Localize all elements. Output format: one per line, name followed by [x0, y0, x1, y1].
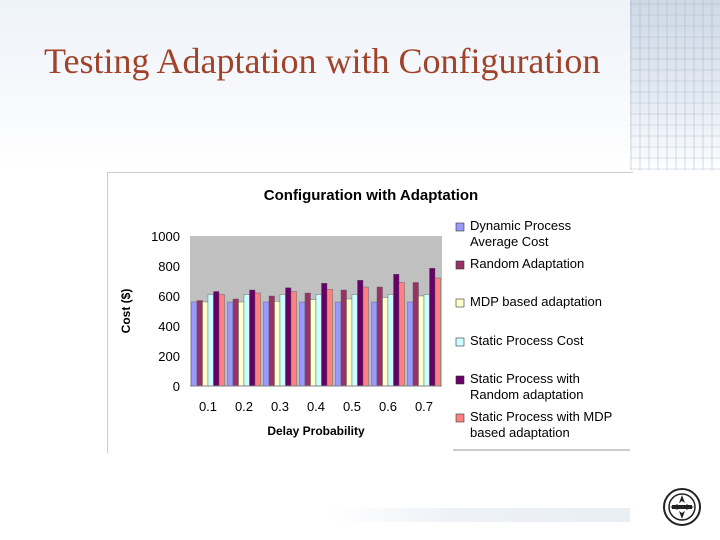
bar [412, 282, 419, 387]
x-tick-label: 0.2 [235, 399, 253, 414]
legend-label: Static Process with [470, 371, 580, 386]
y-tick-label: 200 [158, 349, 180, 364]
legend-label: Dynamic Process [470, 218, 572, 233]
legend-swatch [455, 260, 465, 270]
legend-swatch [455, 413, 465, 423]
y-tick-label: 400 [158, 319, 180, 334]
bar [315, 294, 322, 387]
x-tick-label: 0.4 [307, 399, 325, 414]
legend-swatch [455, 298, 465, 308]
bar [357, 280, 364, 387]
bar [263, 301, 270, 387]
bar [423, 294, 430, 387]
x-tick-labels: 0.1 0.2 0.3 0.4 0.5 0.6 0.7 [199, 399, 433, 414]
bar [304, 292, 311, 387]
legend-swatch [455, 375, 465, 385]
bar [227, 301, 234, 387]
legend-swatch [455, 337, 465, 347]
legend-label: Random adaptation [470, 387, 583, 402]
bar [326, 289, 333, 387]
legend-label: Static Process with MDP [470, 409, 612, 424]
x-tick-label: 0.7 [415, 399, 433, 414]
legend-label: Random Adaptation [470, 256, 584, 271]
x-tick-label: 0.6 [379, 399, 397, 414]
bar [243, 294, 250, 387]
legend-swatch [455, 222, 465, 232]
bar [290, 291, 297, 387]
bar [434, 277, 441, 387]
bar [382, 297, 389, 387]
bar [407, 301, 414, 387]
y-axis-label: Cost ($) [119, 289, 133, 334]
bar [387, 294, 394, 387]
bar [279, 294, 286, 387]
bar [310, 299, 317, 387]
bar [321, 283, 328, 387]
y-tick-label: 0 [173, 379, 180, 394]
bar [238, 301, 245, 387]
corner-decoration [630, 0, 720, 170]
legend-label: Average Cost [470, 234, 549, 249]
logo-emblem-icon [663, 488, 701, 526]
bar [335, 301, 342, 387]
chart-title: Configuration with Adaptation [264, 187, 478, 204]
y-tick-label: 600 [158, 289, 180, 304]
bar [340, 289, 347, 387]
x-tick-label: 0.1 [199, 399, 217, 414]
legend-label: MDP based adaptation [470, 294, 602, 309]
bar [207, 294, 214, 387]
bar [299, 301, 306, 387]
bar [202, 301, 209, 387]
chart-container: Configuration with Adaptation 0 200 400 600… [107, 172, 633, 453]
x-tick-label: 0.3 [271, 399, 289, 414]
bar [362, 286, 369, 387]
bar [274, 301, 281, 387]
bar-chart: Configuration with Adaptation 0 200 400 600… [119, 187, 630, 451]
bars-group [191, 268, 441, 387]
bar [371, 301, 378, 387]
bar [254, 292, 261, 387]
y-tick-labels: 0 200 400 600 800 1000 [151, 229, 180, 394]
bar [346, 298, 353, 387]
y-tick-label: 1000 [151, 229, 180, 244]
bar [285, 287, 292, 387]
bar [196, 300, 203, 387]
legend-label: based adaptation [470, 425, 570, 440]
x-axis-label: Delay Probability [267, 424, 365, 438]
x-tick-label: 0.5 [343, 399, 361, 414]
bar [393, 274, 400, 387]
bar [218, 294, 225, 387]
bar [213, 291, 220, 387]
bar [376, 286, 383, 387]
bar [429, 268, 436, 387]
bar [191, 301, 198, 387]
bar [249, 289, 256, 387]
bar [232, 298, 239, 387]
y-tick-label: 800 [158, 259, 180, 274]
bar [268, 295, 275, 387]
bar [351, 294, 358, 387]
legend-label: Static Process Cost [470, 333, 584, 348]
bar [398, 282, 405, 387]
logo [662, 487, 702, 527]
bottom-decoration [330, 508, 630, 522]
bar [418, 295, 425, 387]
slide-title: Testing Adaptation with Configuration [44, 41, 601, 81]
